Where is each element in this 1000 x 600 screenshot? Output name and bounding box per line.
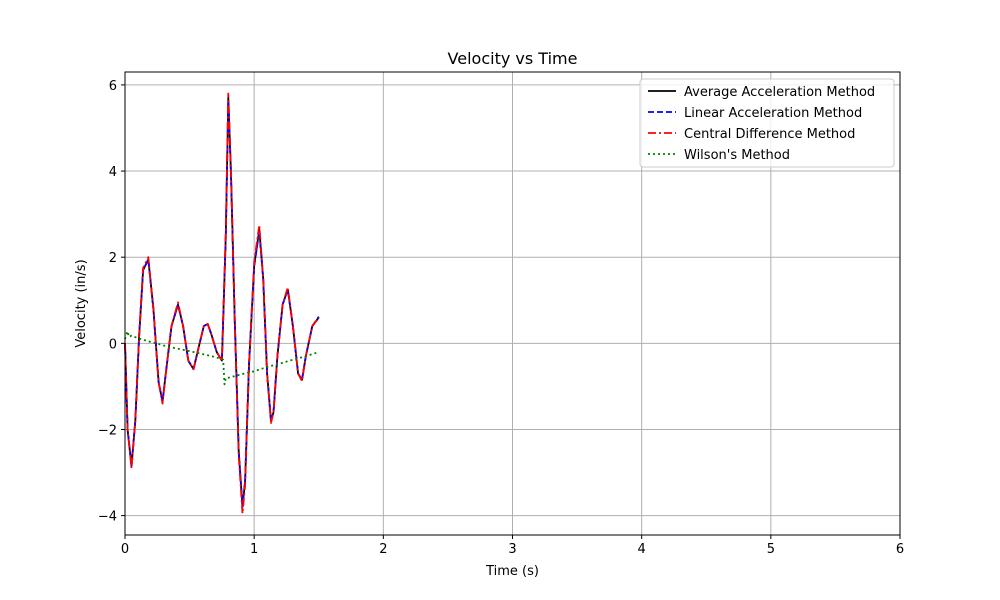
y-tick-label: 0 (109, 337, 117, 352)
y-tick-label: −2 (98, 423, 117, 438)
legend-label-2: Linear Acceleration Method (684, 106, 862, 121)
chart-title: Velocity vs Time (448, 49, 578, 68)
legend-label-4: Wilson's Method (684, 148, 790, 163)
legend-box (639, 78, 895, 168)
axis-ticks: 0 1 2 3 4 5 6 −4 −2 0 2 4 6 (98, 79, 904, 557)
x-tick-label: 5 (767, 542, 775, 557)
x-tick-label: 3 (508, 542, 516, 557)
x-tick-label: 4 (638, 542, 646, 557)
legend: Average Acceleration Method Linear Accele… (639, 78, 895, 168)
x-tick-label: 6 (896, 542, 904, 557)
y-tick-label: 2 (109, 251, 117, 266)
y-tick-label: −4 (98, 510, 117, 525)
series-line-4 (124, 330, 320, 386)
y-axis-label: Velocity (in/s) (74, 259, 89, 347)
grid-lines (124, 72, 901, 535)
y-tick-label: 6 (109, 79, 117, 94)
series-lines (124, 92, 320, 515)
legend-label-3: Central Difference Method (684, 127, 855, 142)
x-tick-label: 0 (121, 542, 129, 557)
y-tick-label: 4 (109, 165, 117, 180)
x-tick-label: 2 (379, 542, 387, 557)
x-tick-label: 1 (250, 542, 258, 557)
x-axis-label: Time (s) (485, 564, 539, 579)
series-line-2 (124, 99, 320, 508)
legend-label-1: Average Acceleration Method (684, 85, 875, 100)
series-line-3 (124, 92, 320, 515)
